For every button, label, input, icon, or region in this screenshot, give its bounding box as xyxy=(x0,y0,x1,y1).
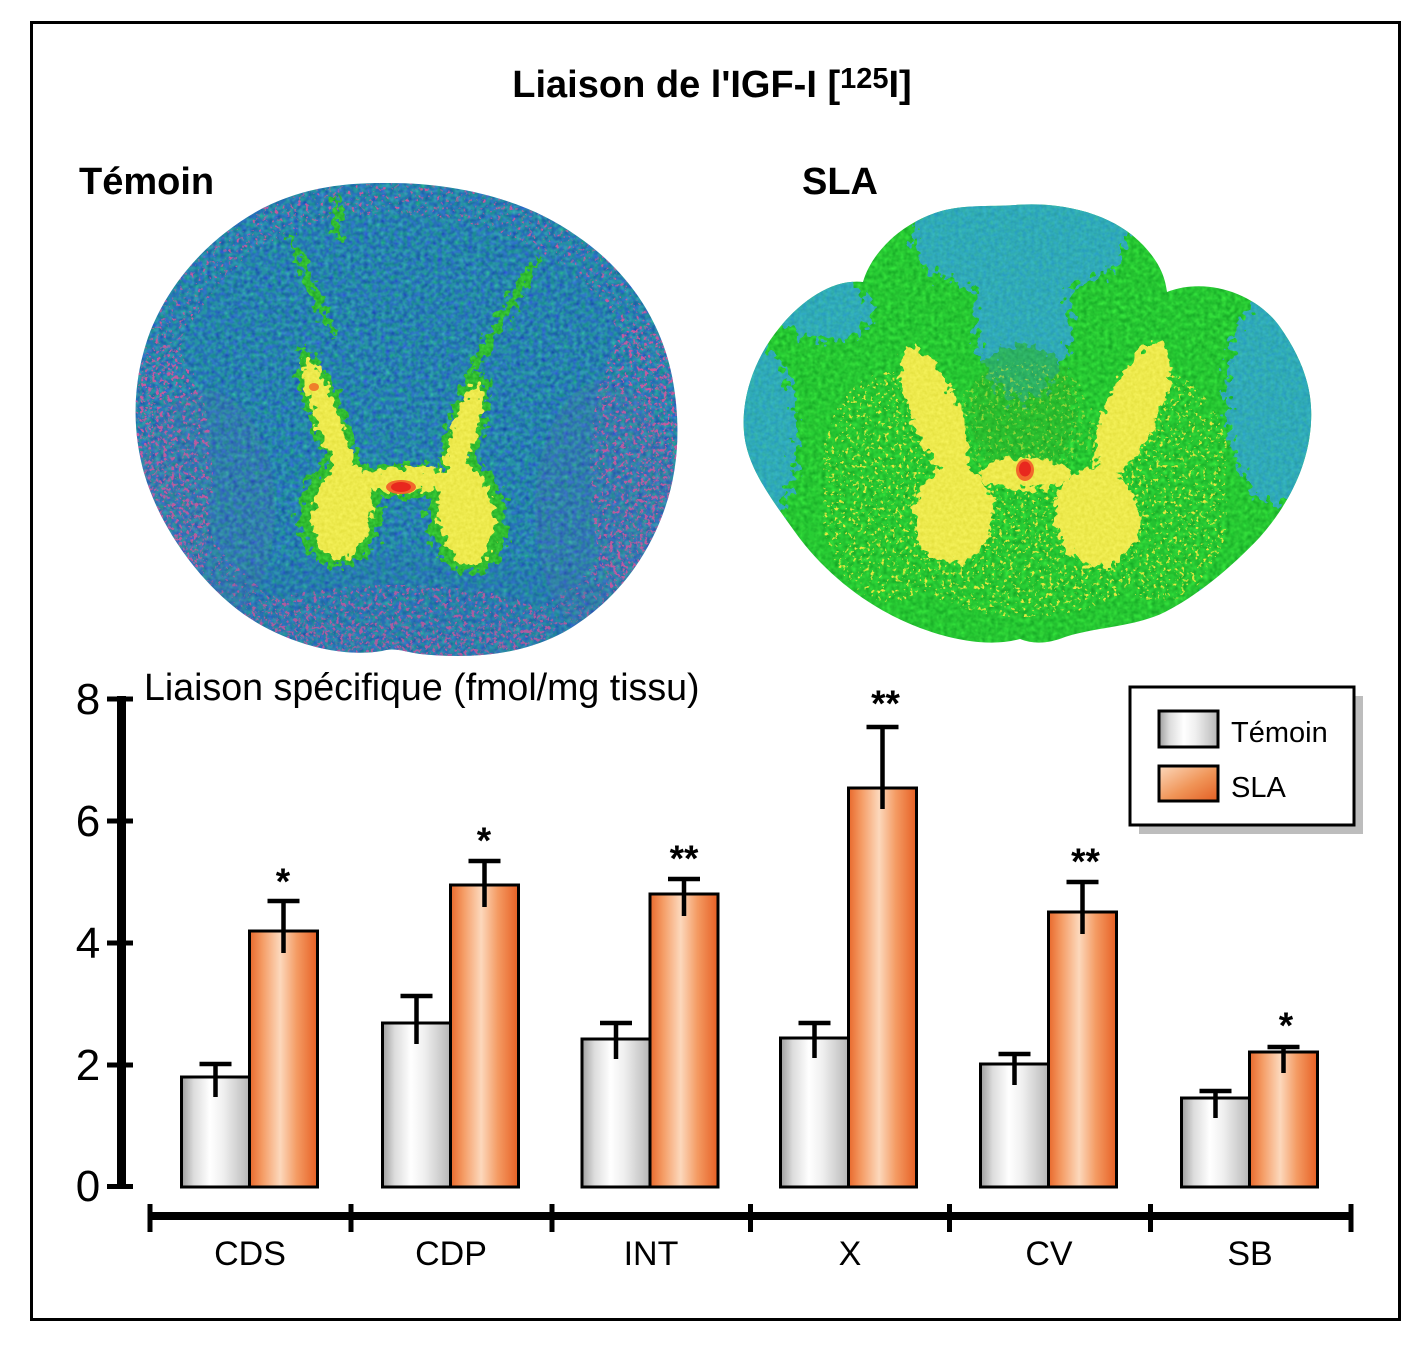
svg-text:SLA: SLA xyxy=(802,161,878,203)
svg-text:2: 2 xyxy=(76,1041,100,1090)
svg-text:CDS: CDS xyxy=(214,1235,286,1273)
svg-text:INT: INT xyxy=(624,1235,679,1273)
svg-text:**: ** xyxy=(670,838,699,879)
svg-text:**: ** xyxy=(1071,841,1100,882)
svg-text:CV: CV xyxy=(1025,1235,1073,1273)
svg-text:6: 6 xyxy=(76,797,100,846)
svg-text:8: 8 xyxy=(76,675,100,724)
svg-text:CDP: CDP xyxy=(415,1235,487,1273)
svg-text:*: * xyxy=(276,861,291,902)
svg-text:4: 4 xyxy=(76,919,100,968)
svg-text:SLA: SLA xyxy=(1231,772,1286,804)
svg-text:*: * xyxy=(477,820,492,861)
svg-text:Liaison spécifique (fmol/mg ti: Liaison spécifique (fmol/mg tissu) xyxy=(144,666,700,708)
svg-text:X: X xyxy=(839,1235,862,1273)
svg-text:Témoin: Témoin xyxy=(1231,717,1328,749)
svg-text:**: ** xyxy=(871,683,900,724)
svg-text:Témoin: Témoin xyxy=(79,161,214,203)
svg-text:0: 0 xyxy=(76,1162,100,1211)
svg-text:SB: SB xyxy=(1227,1235,1272,1273)
svg-text:*: * xyxy=(1279,1005,1294,1046)
